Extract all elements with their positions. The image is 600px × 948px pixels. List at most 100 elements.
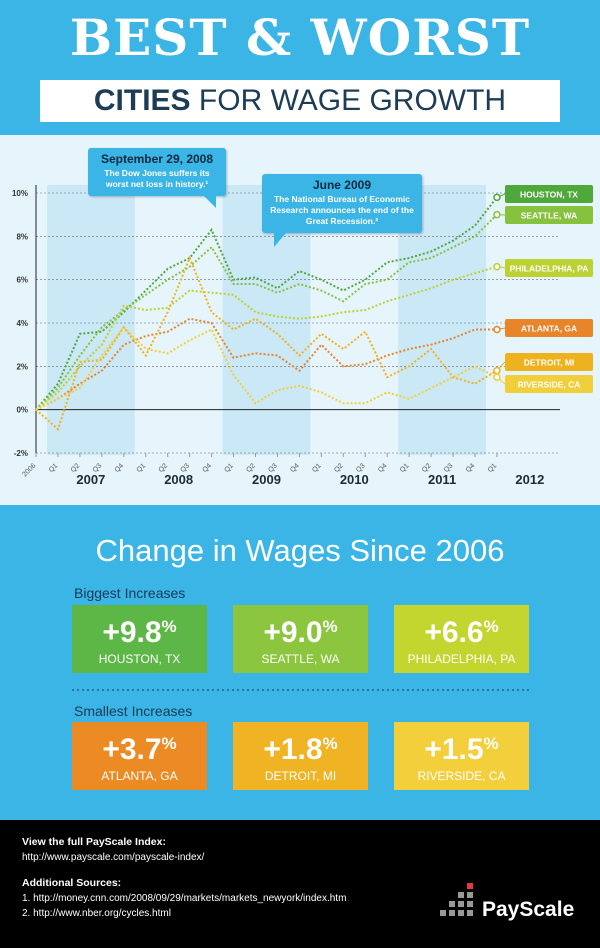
series-label-bg <box>505 185 593 203</box>
x-tick-label: Q4 <box>201 462 213 474</box>
x-tick-label: Q2 <box>158 462 170 474</box>
stat-city: SEATTLE, WA <box>261 652 340 666</box>
stat-value: +3.7% <box>72 728 207 766</box>
series-label-bg <box>505 353 593 371</box>
stat-card: +1.5% RIVERSIDE, CA <box>394 722 529 790</box>
x-tick-label: Q1 <box>136 462 148 474</box>
end-marker <box>493 366 501 375</box>
section-title: Change in Wages Since 2006 <box>95 533 505 568</box>
y-tick-label: 2% <box>16 362 28 371</box>
annotation: June 2009 The National Bureau of Economi… <box>262 174 422 247</box>
stat-value: +1.8% <box>233 728 368 766</box>
end-marker <box>493 262 501 271</box>
stat-city: HOUSTON, TX <box>98 652 181 666</box>
x-tick-label: Q4 <box>465 462 477 474</box>
year-label: 2010 <box>340 472 369 487</box>
footer-source: 1. http://money.cnn.com/2008/09/29/marke… <box>22 893 347 904</box>
stat-city: DETROIT, MI <box>264 769 337 783</box>
stat-card: +9.0% SEATTLE, WA <box>233 605 368 673</box>
y-tick-label: 6% <box>16 276 28 285</box>
x-tick-label: Q4 <box>114 462 126 474</box>
stat-card: +6.6% PHILADELPHIA, PA <box>394 605 529 673</box>
x-tick-label: Q1 <box>48 462 60 474</box>
annotation: September 29, 2008 The Dow Jones suffers… <box>88 148 226 208</box>
annotation-text: The National Bureau of Economic Research… <box>270 194 414 226</box>
stat-value: +9.8% <box>72 611 207 649</box>
stat-number: +1.5 <box>424 733 484 766</box>
logo: PayScale <box>482 898 575 921</box>
stat-number: +6.6 <box>424 616 484 649</box>
footer-heading: Additional Sources: <box>22 877 122 889</box>
logo-icon <box>440 883 473 916</box>
logo-dot <box>467 901 473 907</box>
x-tick-label: Q2 <box>70 462 82 474</box>
stat-card: +9.8% HOUSTON, TX <box>72 605 207 673</box>
subtitle-rest: FOR WAGE GROWTH <box>198 84 507 117</box>
series-label-bg <box>505 375 593 393</box>
x-tick-label: Q4 <box>377 462 389 474</box>
x-tick-label: Q3 <box>92 462 104 474</box>
logo-dot <box>458 892 464 898</box>
annotation-date: June 2009 <box>312 178 372 192</box>
stat-unit: % <box>483 734 499 753</box>
logo-dot <box>449 901 455 907</box>
pointer <box>274 233 286 247</box>
footer-link: http://www.payscale.com/payscale-index/ <box>22 852 205 863</box>
y-tick-label: 8% <box>16 232 28 241</box>
stat-value: +6.6% <box>394 611 529 649</box>
series-label: ATLANTA, GA <box>521 324 577 334</box>
stat-card: +1.8% DETROIT, MI <box>233 722 368 790</box>
end-marker <box>493 210 501 219</box>
end-marker <box>493 373 501 381</box>
series-line <box>35 196 498 411</box>
year-label: 2008 <box>164 472 193 487</box>
x-tick-label: Q3 <box>443 462 455 474</box>
section-heading: Smallest Increases <box>74 703 193 719</box>
footer: View the full PayScale Index: http://www… <box>22 836 346 919</box>
year-label: 2007 <box>76 472 105 487</box>
stat-number: +9.0 <box>263 616 323 649</box>
logo-dot <box>467 910 473 916</box>
x-tick-label: Q1 <box>399 462 411 474</box>
series-label-bg <box>505 259 593 277</box>
annotation-date: September 29, 2008 <box>100 152 214 166</box>
year-label: 2011 <box>428 472 456 487</box>
subtitle: CITIES FOR WAGE GROWTH <box>40 80 560 122</box>
logo-dot <box>458 901 464 907</box>
series-label: RIVERSIDE, CA <box>518 380 581 390</box>
footer-heading: View the full PayScale Index: <box>22 836 166 848</box>
end-marker <box>493 325 501 334</box>
x-tick-label: Q3 <box>267 462 279 474</box>
y-tick-label: -2% <box>14 449 28 458</box>
logo-dot <box>467 883 473 889</box>
series-line <box>35 317 497 411</box>
y-tick-label: 0% <box>16 406 28 415</box>
y-tick-label: 4% <box>16 319 28 328</box>
year-band <box>46 185 135 455</box>
stat-value: +9.0% <box>233 611 368 649</box>
section-heading: Biggest Increases <box>74 585 186 601</box>
annotation-text: The Dow Jones suffers its worst net loss… <box>104 168 210 189</box>
year-label: 2009 <box>252 472 281 487</box>
stat-unit: % <box>322 734 338 753</box>
x-tick-label: Q2 <box>421 462 433 474</box>
x-tick-label: Q4 <box>289 462 301 474</box>
series-label-bg <box>505 319 593 337</box>
pointer <box>204 196 216 208</box>
x-tick-label: Q2 <box>245 462 257 474</box>
series-label-bg <box>505 206 593 224</box>
y-tick-label: 10% <box>12 189 28 198</box>
x-tick-label: Q3 <box>355 462 367 474</box>
end-marker <box>493 193 501 202</box>
logo-dot <box>467 892 473 898</box>
logo-dot <box>449 910 455 916</box>
footer-bg <box>0 820 600 948</box>
stat-value: +1.5% <box>394 728 529 766</box>
x-tick-label: Q1 <box>487 462 499 474</box>
series-label: PHILADELPHIA, PA <box>510 264 589 274</box>
series-label: DETROIT, MI <box>524 358 575 368</box>
stat-number: +9.8 <box>102 616 162 649</box>
title: BEST & WORST <box>69 8 531 67</box>
